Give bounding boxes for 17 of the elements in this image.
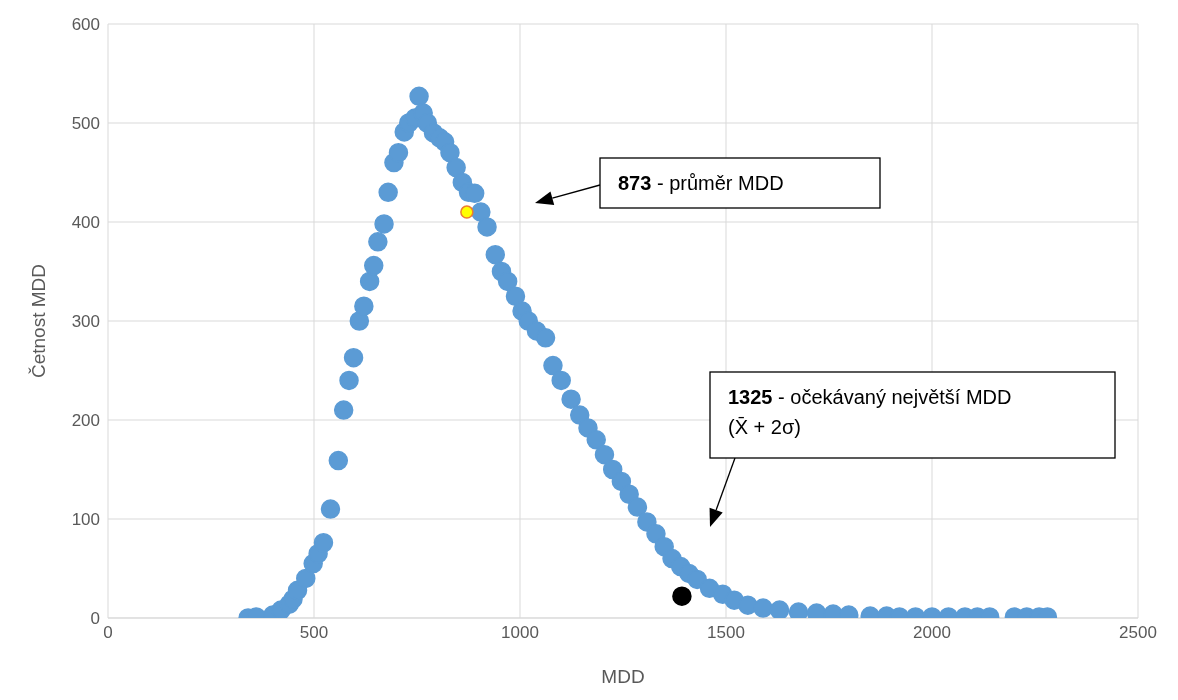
x-tick-label: 1500 bbox=[707, 623, 745, 643]
y-tick-label: 0 bbox=[90, 609, 100, 629]
y-tick-label: 500 bbox=[71, 114, 100, 134]
annotation: 1325 - očekávaný největší MDD (X̄ + 2σ) bbox=[728, 386, 1012, 438]
y-tick-label: 400 bbox=[71, 213, 100, 233]
x-tick-label: 2000 bbox=[913, 623, 951, 643]
x-tick-label: 0 bbox=[103, 623, 113, 643]
x-tick-label: 2500 bbox=[1119, 623, 1157, 643]
y-tick-label: 600 bbox=[71, 15, 100, 35]
y-tick-label: 300 bbox=[71, 312, 100, 332]
x-tick-label: 500 bbox=[299, 623, 329, 643]
x-tick-label: 1000 bbox=[501, 623, 539, 643]
y-tick-label: 200 bbox=[71, 411, 100, 431]
x-axis-title: MDD bbox=[601, 666, 645, 687]
y-tick-label: 100 bbox=[71, 510, 100, 530]
annotation: 873 - průměr MDD bbox=[618, 172, 784, 194]
y-axis-title: Četnost MDD bbox=[27, 263, 49, 379]
